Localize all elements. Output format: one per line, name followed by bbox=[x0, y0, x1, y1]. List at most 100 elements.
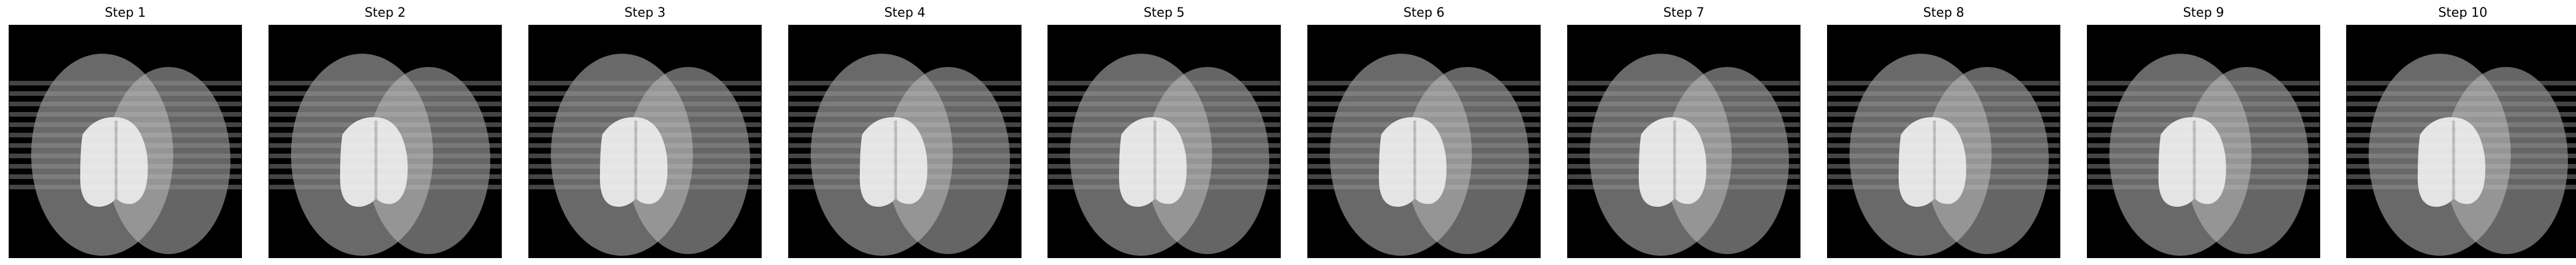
panel-step-8: Step 8 bbox=[1827, 0, 2060, 265]
scan-stripe-overlay bbox=[1307, 91, 1541, 96]
scan-stripe-overlay bbox=[269, 133, 502, 137]
panel-step-4: Step 4 bbox=[788, 0, 1022, 265]
phantom-image bbox=[9, 25, 242, 258]
phantom-image bbox=[2087, 25, 2320, 258]
scan-stripe-overlay bbox=[9, 174, 242, 179]
scan-stripe-overlay bbox=[1307, 164, 1541, 169]
scan-stripe-overlay bbox=[1567, 122, 1800, 127]
phantom-image bbox=[1567, 25, 1800, 258]
scan-stripe-overlay bbox=[2346, 102, 2576, 106]
scan-stripe-overlay bbox=[528, 133, 762, 137]
panel-step-2: Step 2 bbox=[269, 0, 502, 265]
axes-border bbox=[1567, 25, 1800, 258]
scan-stripe-overlay bbox=[528, 102, 762, 106]
scan-stripe-overlay bbox=[1047, 143, 1281, 148]
scan-stripe-overlay bbox=[9, 133, 242, 137]
overlap-region bbox=[2444, 67, 2511, 254]
overlap-region bbox=[1146, 67, 1212, 254]
phantom-image bbox=[1827, 25, 2060, 258]
axes-border bbox=[1047, 25, 1281, 258]
scan-stripe-overlay bbox=[2087, 164, 2320, 169]
scan-stripe-overlay bbox=[1827, 164, 2060, 169]
scan-stripe-overlay bbox=[1307, 122, 1541, 127]
scan-stripe-overlay bbox=[2087, 143, 2320, 148]
overlap-region bbox=[1406, 67, 1472, 254]
scan-stripe-overlay bbox=[2087, 102, 2320, 106]
scan-stripe-overlay bbox=[528, 174, 762, 179]
axes-border bbox=[528, 25, 762, 258]
phantom-image bbox=[788, 25, 1022, 258]
scan-stripe-overlay bbox=[2346, 133, 2576, 137]
panel-title: Step 9 bbox=[2183, 6, 2224, 20]
scan-stripe-overlay bbox=[2346, 174, 2576, 179]
scan-stripe-overlay bbox=[1047, 81, 1281, 85]
panel-step-10: Step 10 bbox=[2346, 0, 2576, 265]
scan-stripe-overlay bbox=[1827, 185, 2060, 189]
panel-step-1: Step 1 bbox=[9, 0, 242, 265]
phantom-image bbox=[528, 25, 762, 258]
scan-stripe-overlay bbox=[1307, 112, 1541, 117]
scan-stripe-overlay bbox=[1827, 154, 2060, 158]
scan-stripe-overlay bbox=[1827, 112, 2060, 117]
scan-stripe-overlay bbox=[2087, 122, 2320, 127]
scan-stripe-overlay bbox=[269, 81, 502, 85]
panel-title: Step 2 bbox=[364, 6, 406, 20]
scan-stripe-overlay bbox=[1827, 81, 2060, 85]
scan-stripe-overlay bbox=[528, 122, 762, 127]
scan-stripe-overlay bbox=[269, 102, 502, 106]
scan-stripe-overlay bbox=[788, 102, 1022, 106]
scan-stripe-overlay bbox=[1567, 133, 1800, 137]
scan-stripe-overlay bbox=[528, 81, 762, 85]
bright-region bbox=[340, 117, 408, 207]
overlap-region bbox=[1925, 67, 1992, 254]
axes-border bbox=[269, 25, 502, 258]
bright-region bbox=[1119, 117, 1187, 207]
scan-stripe-overlay bbox=[528, 185, 762, 189]
scan-stripe-overlay bbox=[2087, 81, 2320, 85]
scan-stripe-overlay bbox=[2346, 81, 2576, 85]
scan-stripe-overlay bbox=[9, 164, 242, 169]
scan-stripe-overlay bbox=[1567, 91, 1800, 96]
axes-border bbox=[2087, 25, 2320, 258]
phantom-image bbox=[269, 25, 502, 258]
scan-stripe-overlay bbox=[2346, 154, 2576, 158]
scan-stripe-overlay bbox=[1567, 81, 1800, 85]
scan-stripe-overlay bbox=[1827, 91, 2060, 96]
scan-stripe-overlay bbox=[788, 154, 1022, 158]
scan-stripe-overlay bbox=[788, 143, 1022, 148]
scan-stripe-overlay bbox=[269, 185, 502, 189]
scan-stripe-overlay bbox=[2346, 185, 2576, 189]
axes-border bbox=[2346, 25, 2576, 258]
overlap-region bbox=[107, 67, 173, 254]
scan-stripe-overlay bbox=[1307, 143, 1541, 148]
bright-region bbox=[2417, 117, 2485, 207]
scan-stripe-overlay bbox=[528, 91, 762, 96]
scan-stripe-overlay bbox=[1307, 154, 1541, 158]
bright-region bbox=[1638, 117, 1706, 207]
overlap-region bbox=[2185, 67, 2251, 254]
overlap-region bbox=[886, 67, 953, 254]
scan-stripe-overlay bbox=[2346, 164, 2576, 169]
scan-stripe-overlay bbox=[1047, 164, 1281, 169]
axes-border bbox=[1827, 25, 2060, 258]
panel-title: Step 5 bbox=[1143, 6, 1185, 20]
panel-step-9: Step 9 bbox=[2087, 0, 2320, 265]
scan-stripe-overlay bbox=[2346, 91, 2576, 96]
scan-stripe-overlay bbox=[788, 174, 1022, 179]
scan-stripe-overlay bbox=[1567, 112, 1800, 117]
scan-stripe-overlay bbox=[2087, 91, 2320, 96]
scan-stripe-overlay bbox=[1307, 81, 1541, 85]
bright-region bbox=[1378, 117, 1447, 207]
scan-stripe-overlay bbox=[269, 164, 502, 169]
panel-title: Step 4 bbox=[884, 6, 926, 20]
scan-stripe-overlay bbox=[269, 174, 502, 179]
bright-region bbox=[859, 117, 927, 207]
scan-stripe-overlay bbox=[1047, 102, 1281, 106]
scan-stripe-overlay bbox=[2087, 154, 2320, 158]
panel-title: Step 7 bbox=[1663, 6, 1705, 20]
scan-stripe-overlay bbox=[528, 143, 762, 148]
axes-border bbox=[788, 25, 1022, 258]
scan-stripe-overlay bbox=[1307, 174, 1541, 179]
scan-stripe-overlay bbox=[1047, 122, 1281, 127]
